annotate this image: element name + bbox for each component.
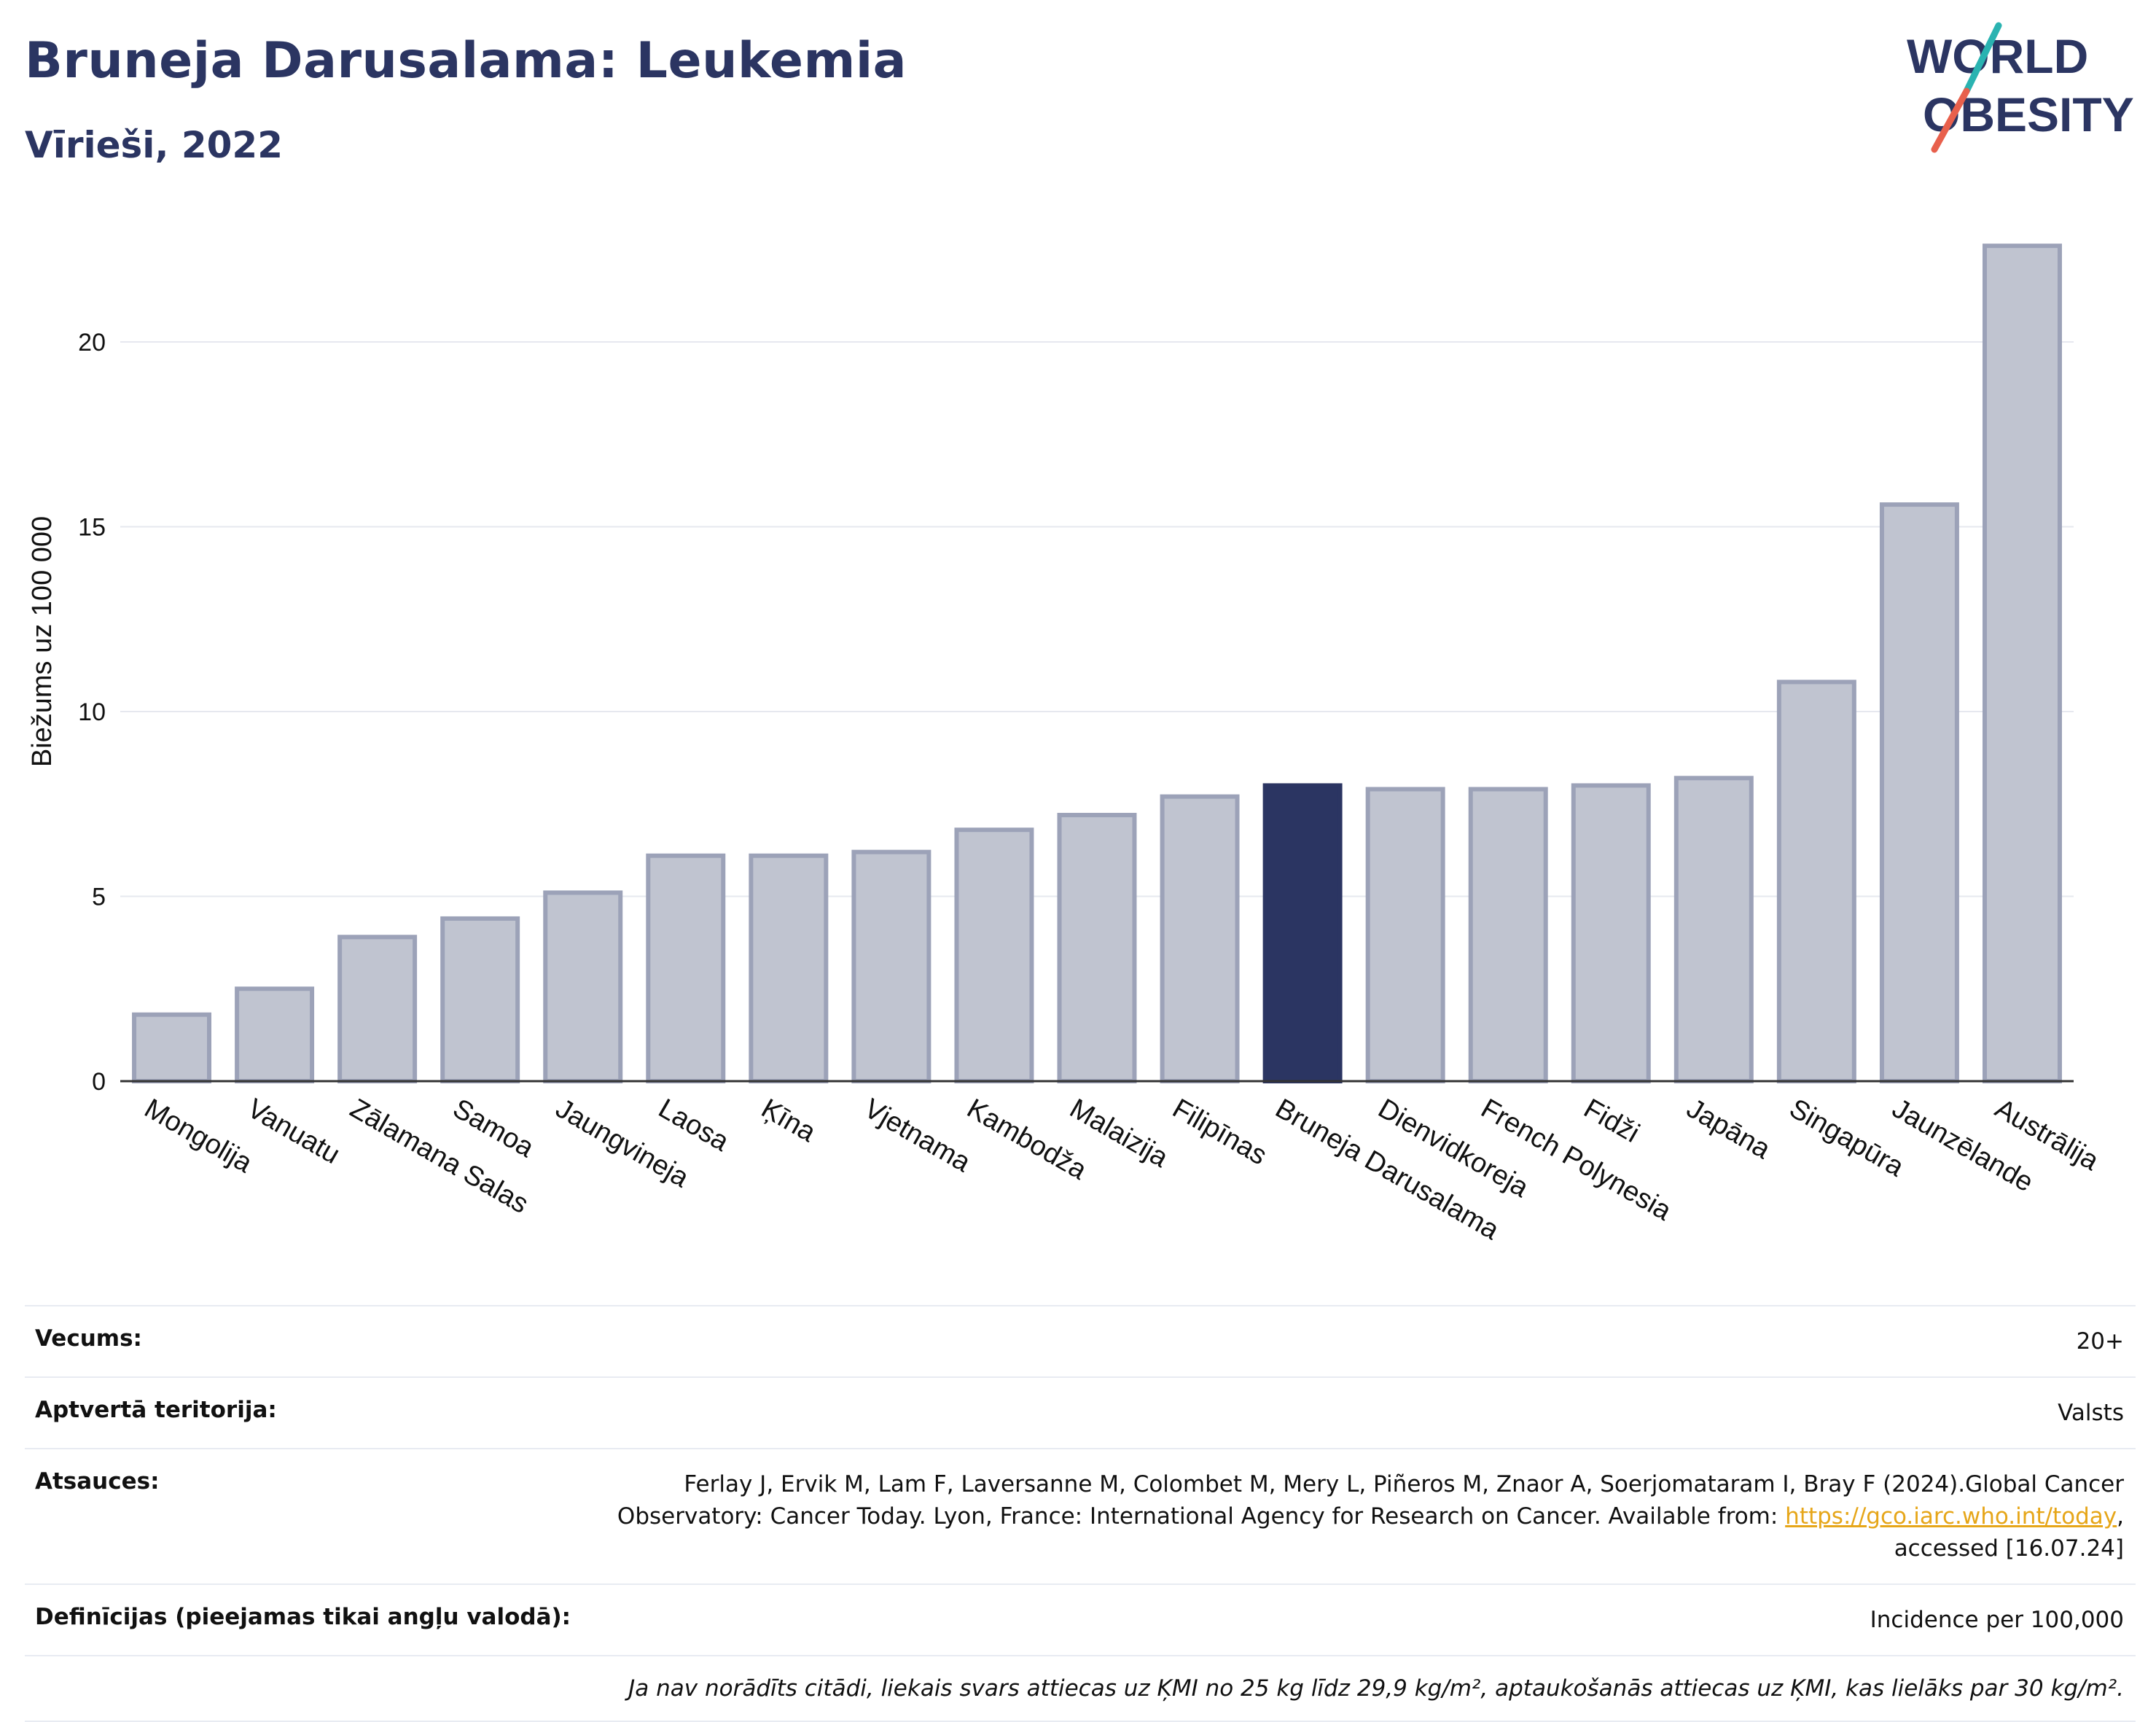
x-tick-label: French Polynesia — [1476, 1093, 1677, 1227]
bar-japāna[interactable] — [1673, 776, 1754, 1083]
y-tick-label: 20 — [78, 329, 106, 357]
logo-accent-top — [1963, 22, 2002, 95]
bar-malaizija[interactable] — [1057, 812, 1137, 1083]
y-axis-ticks: 0 5 10 15 20 — [78, 329, 106, 1096]
logo-accent-bottom — [1931, 87, 1970, 153]
logo-line-2: OBESITY — [1923, 87, 2134, 141]
references-label: Atsauces: — [35, 1468, 160, 1495]
x-tick-label: Zālamana Salas — [345, 1093, 534, 1220]
bar-vjetnama[interactable] — [851, 849, 931, 1084]
chart-bars — [120, 244, 2074, 1084]
info-row-references: Atsauces: Ferlay J, Ervik M, Lam F, Lave… — [25, 1448, 2136, 1583]
references-comma: , — [2117, 1503, 2124, 1530]
definitions-label: Definīcijas (pieejamas tikai angļu valod… — [35, 1604, 571, 1630]
world-obesity-logo: WORLD OBESITY — [1907, 22, 2134, 153]
bar-ķīna[interactable] — [749, 853, 829, 1083]
references-text: Observatory: Cancer Today. Lyon, France:… — [617, 1503, 1786, 1530]
info-row-age: Vecums: 20+ — [25, 1305, 2136, 1376]
definitions-value: Incidence per 100,000 — [1870, 1607, 2124, 1633]
references-value: Ferlay J, Ervik M, Lam F, Laversanne M, … — [617, 1468, 2124, 1565]
references-link[interactable]: https://gco.iarc.who.int/today — [1785, 1503, 2117, 1530]
y-tick-label: 10 — [78, 698, 106, 726]
x-tick-label: Japāna — [1682, 1093, 1776, 1165]
bar-mongolija[interactable] — [132, 1012, 212, 1083]
references-line-1: Ferlay J, Ervik M, Lam F, Laversanne M, … — [684, 1471, 2124, 1497]
bar-zālamana-salas[interactable] — [337, 935, 418, 1084]
y-tick-label: 15 — [78, 514, 106, 542]
bar-austrālija[interactable] — [1982, 244, 2062, 1083]
age-label: Vecums: — [35, 1325, 142, 1352]
bar-vanuatu[interactable] — [235, 986, 315, 1083]
x-tick-label: Laosa — [653, 1093, 734, 1158]
x-tick-label: Singapūra — [1784, 1093, 1910, 1183]
coverage-label: Aptvertā teritorija: — [35, 1397, 277, 1423]
bar-jaungvineja[interactable] — [543, 890, 623, 1084]
bar-singapūra[interactable] — [1776, 679, 1856, 1083]
bar-french-polynesia[interactable] — [1468, 787, 1548, 1083]
x-tick-label: Filipīnas — [1168, 1093, 1273, 1171]
logo-line-1: WORLD — [1907, 29, 2088, 83]
y-tick-label: 0 — [92, 1068, 106, 1096]
page-title: Bruneja Darusalama: Leukemia — [25, 32, 907, 90]
bar-dienvidkoreja[interactable] — [1365, 787, 1445, 1083]
x-tick-label: Vanuatu — [242, 1093, 345, 1170]
bar-fidži[interactable] — [1571, 783, 1651, 1084]
bar-kambodža[interactable] — [954, 827, 1034, 1083]
y-tick-label: 5 — [92, 884, 106, 911]
references-line-3: accessed [16.07.24] — [1894, 1535, 2124, 1562]
info-row-coverage: Aptvertā teritorija: Valsts — [25, 1376, 2136, 1448]
page-subtitle: Vīrieši, 2022 — [25, 124, 284, 166]
x-tick-label: Mongolija — [139, 1093, 258, 1179]
references-line-2: Observatory: Cancer Today. Lyon, France:… — [617, 1500, 2124, 1532]
bar-bruneja-darusalama[interactable] — [1262, 783, 1343, 1084]
x-tick-label: Ķīna — [756, 1093, 821, 1148]
definition-note: Ja nav norādīts citādi, liekais svars at… — [628, 1675, 2124, 1702]
age-value: 20+ — [2076, 1328, 2124, 1355]
bar-laosa[interactable] — [646, 853, 726, 1083]
bar-jaunzēlande[interactable] — [1879, 502, 1959, 1083]
bar-filipīnas[interactable] — [1160, 794, 1240, 1083]
info-row-note: Ja nav norādīts citādi, liekais svars at… — [25, 1655, 2136, 1722]
info-row-definitions: Definīcijas (pieejamas tikai angļu valod… — [25, 1583, 2136, 1655]
x-tick-label: Vjetnama — [859, 1093, 976, 1178]
bar-samoa[interactable] — [440, 916, 520, 1084]
y-axis-label: Biežums uz 100 000 — [27, 516, 58, 767]
coverage-value: Valsts — [2058, 1400, 2124, 1426]
x-tick-label: Fidži — [1579, 1093, 1644, 1148]
info-table: Vecums: 20+ Aptvertā teritorija: Valsts … — [25, 1305, 2136, 1722]
